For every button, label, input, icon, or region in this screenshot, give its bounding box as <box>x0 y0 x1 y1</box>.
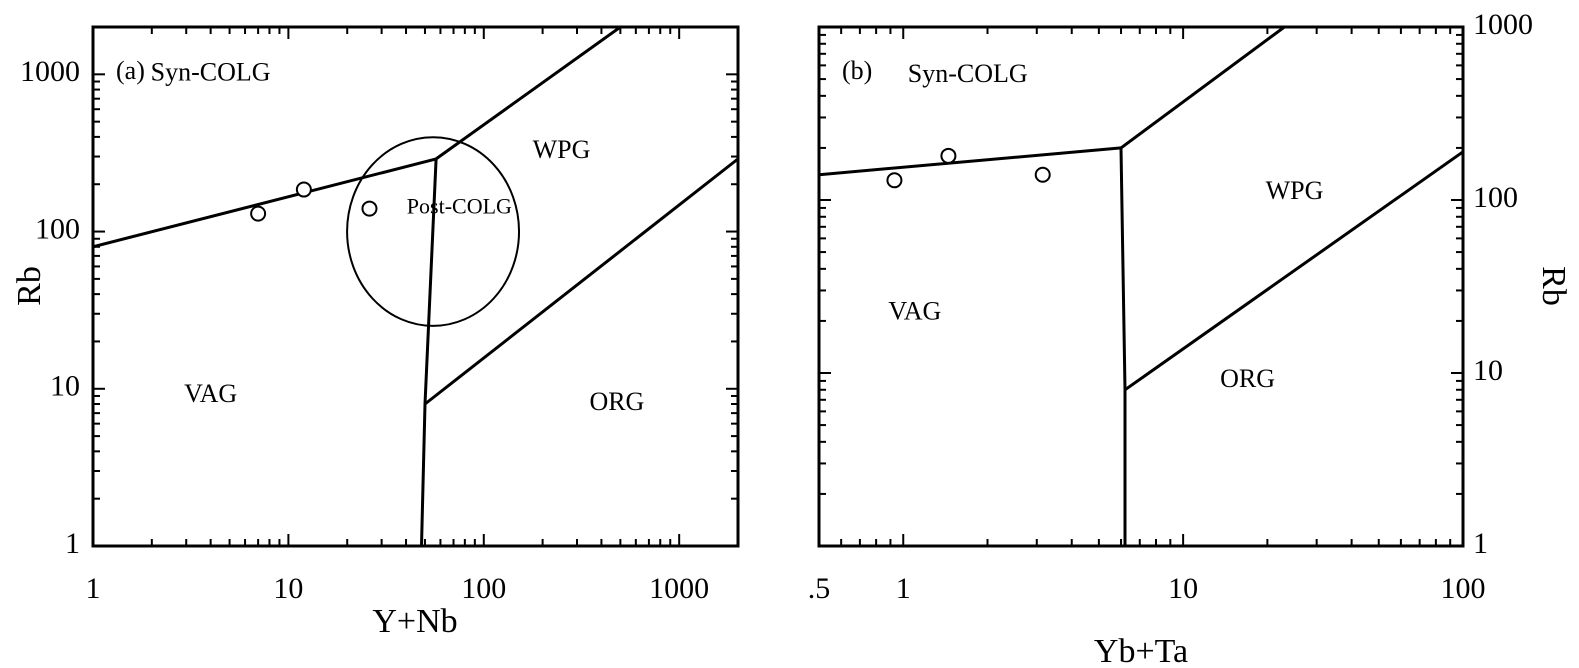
panel-b-tick-labels: .5 1 10 100 1 10 100 1000 <box>808 8 1533 605</box>
panel-b-sample-point-1 <box>886 172 903 189</box>
panel-b-x-tick-label: 100 <box>1441 572 1486 605</box>
panel-b-y-tick-label: 1 <box>1473 527 1488 560</box>
panel-b: Syn-COLG WPG VAG ORG .5 1 10 100 1 10 100 1000 (b)… <box>808 8 1572 668</box>
panel-b-y-tick-label: 100 <box>1473 181 1518 214</box>
panel-a-x-tick-label: 10 <box>273 572 303 605</box>
panel-a-y-tick-label: 1000 <box>20 55 80 88</box>
panel-a-sample-point-3 <box>361 200 378 217</box>
panel-b-x-tick-label: 10 <box>1168 572 1198 605</box>
panel-a-tag: (a) <box>116 56 145 85</box>
panel-b-ticks <box>818 26 1464 547</box>
panel-a-region-label-wpg: WPG <box>533 135 591 164</box>
panel-b-boundary-vag-wpg-org <box>1119 147 1127 546</box>
panel-a-region-label-org: ORG <box>589 387 644 416</box>
panel-b-region-label-wpg: WPG <box>1266 176 1324 205</box>
panel-a-y-axis-title: Rb <box>11 266 48 306</box>
panel-b-tag: (b) <box>842 56 872 85</box>
panel-a-boundary-wpg-org <box>424 157 738 406</box>
panel-b-y-tick-label: 1000 <box>1473 8 1533 41</box>
panel-a-plot-area: Syn-COLG WPG Post-COLG VAG ORG <box>93 27 738 546</box>
panel-b-plot-area: Syn-COLG WPG VAG ORG <box>819 27 1463 546</box>
panel-b-region-label-vag: VAG <box>888 297 941 326</box>
panel-a-ticks <box>92 26 739 547</box>
panel-b-y-axis-title: Rb <box>1535 266 1572 306</box>
panel-b-y-tick-label: 10 <box>1473 354 1503 387</box>
panel-a-region-label-syn-colg: Syn-COLG <box>151 57 271 86</box>
panel-a-boundary-syn-colg-vag <box>93 157 437 249</box>
panel-a-post-colg-field <box>346 136 521 327</box>
panel-b-boundary-wpg-org <box>1124 150 1463 392</box>
panel-b-x-tick-label: 1 <box>896 572 911 605</box>
panel-b-boundary-syn-colg-wpg <box>1120 27 1286 150</box>
panel-a-y-tick-label: 10 <box>50 370 80 403</box>
panel-a-region-label-vag: VAG <box>184 379 237 408</box>
panel-a-x-axis-title: Y+Nb <box>372 603 457 640</box>
panel-a-sample-point-2 <box>295 181 312 198</box>
panel-a: Syn-COLG WPG Post-COLG VAG ORG 1 10 100 1000 1 10… <box>11 25 740 640</box>
panel-b-region-label-org: ORG <box>1220 364 1275 393</box>
panel-a-x-tick-label: 1 <box>86 572 101 605</box>
panel-b-x-tick-label: .5 <box>808 572 831 605</box>
panel-b-sample-point-2 <box>940 147 957 164</box>
panel-b-frame <box>817 25 1465 548</box>
panel-a-boundary-syn-colg-wpg <box>435 27 622 161</box>
panel-a-x-tick-label: 100 <box>461 572 506 605</box>
panel-a-frame <box>91 25 740 548</box>
panel-a-y-tick-label: 100 <box>35 212 80 245</box>
panel-a-region-label-post-colg: Post-COLG <box>407 194 512 219</box>
panel-b-boundary-syn-colg-vag <box>819 146 1122 177</box>
panel-b-region-label-syn-colg: Syn-COLG <box>908 59 1028 88</box>
panel-a-x-tick-label: 1000 <box>649 572 709 605</box>
panel-a-tick-labels: 1 10 100 1000 1 10 100 1000 <box>20 55 709 605</box>
panel-a-sample-point-1 <box>250 205 267 222</box>
panel-a-y-tick-label: 1 <box>65 527 80 560</box>
panel-b-x-axis-title: Yb+Ta <box>1094 633 1188 668</box>
panel-b-sample-point-3 <box>1034 166 1051 183</box>
